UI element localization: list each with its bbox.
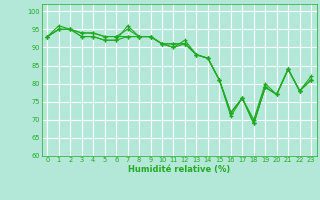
X-axis label: Humidité relative (%): Humidité relative (%) [128, 165, 230, 174]
